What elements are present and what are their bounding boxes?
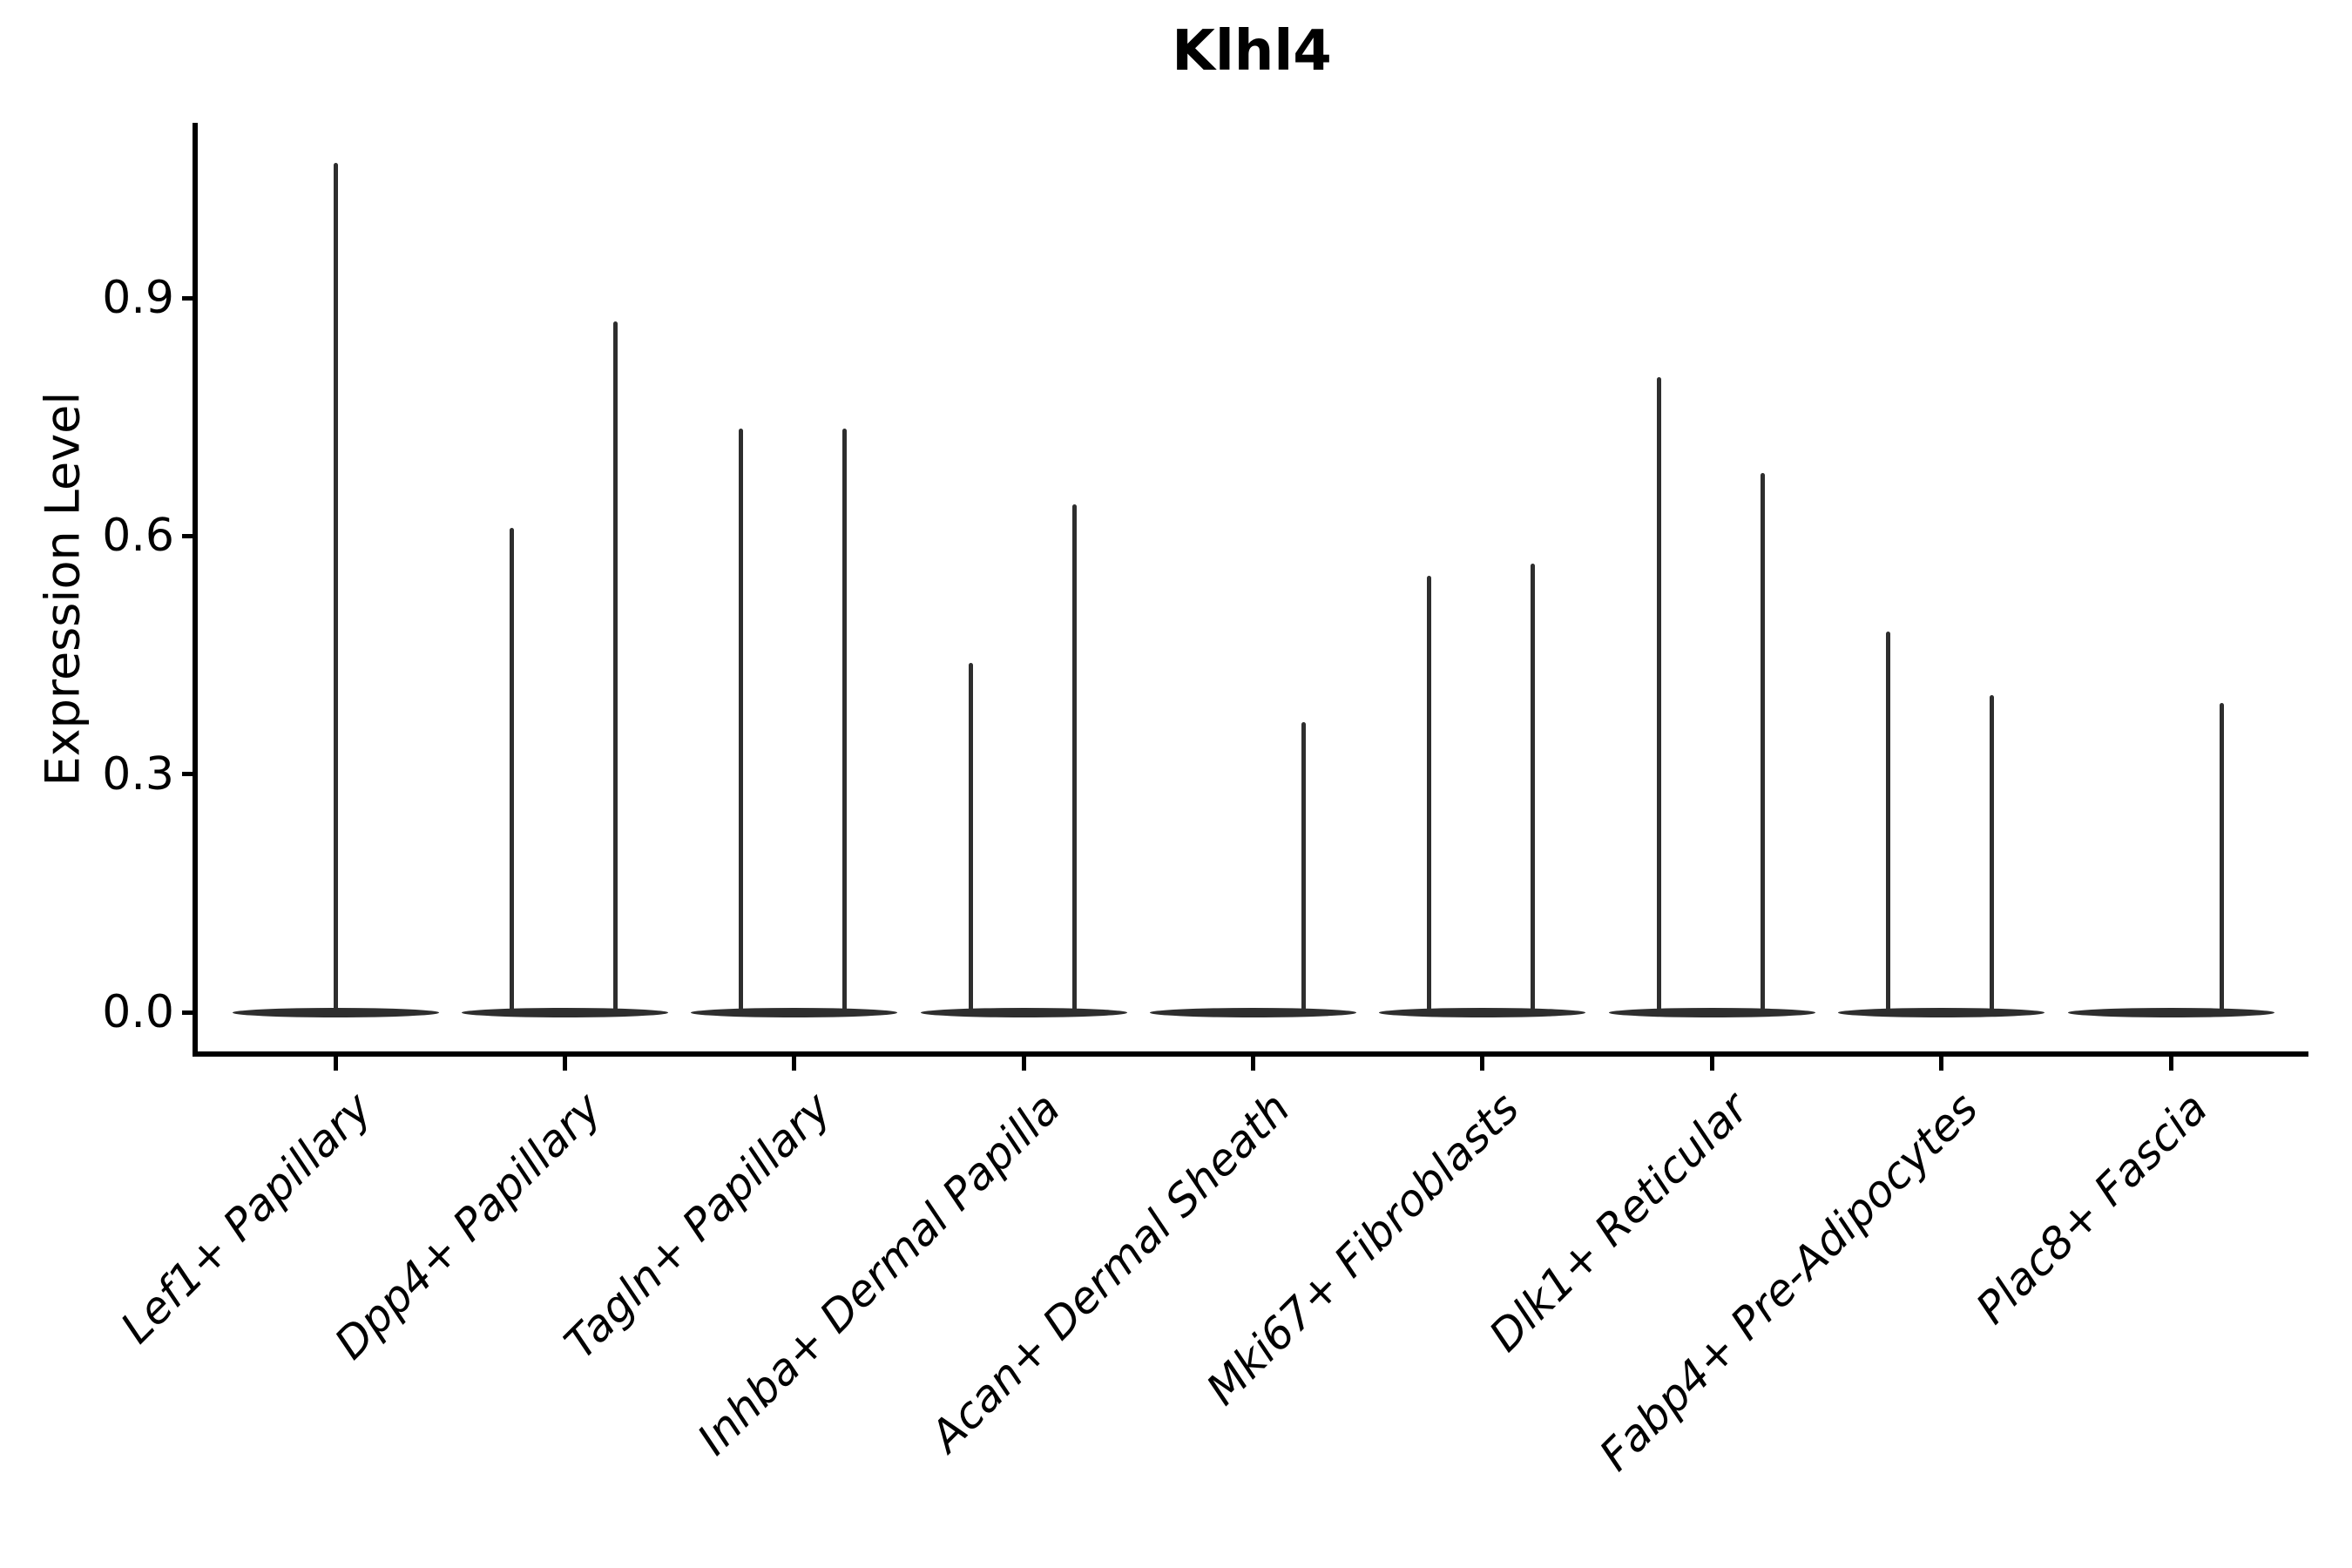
violin-spike [842,429,848,1012]
violin-spike [1427,575,1432,1012]
violin-base [691,1007,898,1017]
x-tick [1480,1057,1485,1071]
x-tick [1021,1057,1026,1071]
y-tick-label: 0.0 [102,986,174,1038]
violin-spike [612,321,618,1012]
violin-spike [1656,377,1661,1012]
chart-title: Klhl4 [1172,19,1332,84]
y-tick [182,533,196,538]
y-tick [182,295,196,301]
violin-spike [1531,564,1536,1012]
x-tick [1709,1057,1714,1071]
x-axis-spine [193,1051,2308,1057]
x-tick-label: Lef1+ Papillary [111,1083,382,1354]
violin-base [1379,1007,1586,1017]
x-tick [562,1057,567,1071]
violin-spike [1301,722,1306,1012]
x-tick [2168,1057,2173,1071]
violin-spike [2219,702,2224,1012]
y-axis-spine [193,123,198,1057]
x-tick [1939,1057,1944,1071]
violin-base [920,1007,1127,1017]
x-tick-label: Plac8+ Fascia [1966,1083,2218,1334]
violin-base [461,1007,668,1017]
violin-spike [333,163,338,1012]
x-tick-label: Inhba+ Dermal Papilla [687,1083,1071,1465]
y-axis-label: Expression Level [35,391,91,787]
violin-spike [739,429,744,1012]
violin-spike [1071,504,1077,1012]
violin-base [232,1007,439,1017]
violin-spike [1886,631,1891,1012]
violin-base [1150,1007,1356,1017]
violin-spike [1760,472,1765,1012]
violin-base [1838,1007,2045,1017]
y-tick [182,772,196,777]
violin-spike [968,663,973,1012]
violin-spike [1990,694,1995,1012]
violin-base [1608,1007,1815,1017]
x-tick-label: Fabp4+ Pre-Adipocytes [1590,1083,1988,1481]
x-tick [1251,1057,1255,1071]
x-tick [792,1057,797,1071]
y-tick [182,1010,196,1015]
violin-spike [509,528,514,1012]
y-tick-label: 0.3 [102,747,174,801]
violin-base [2067,1007,2274,1017]
y-tick-label: 0.6 [102,510,174,563]
y-tick-label: 0.9 [102,272,174,325]
x-tick [333,1057,338,1071]
